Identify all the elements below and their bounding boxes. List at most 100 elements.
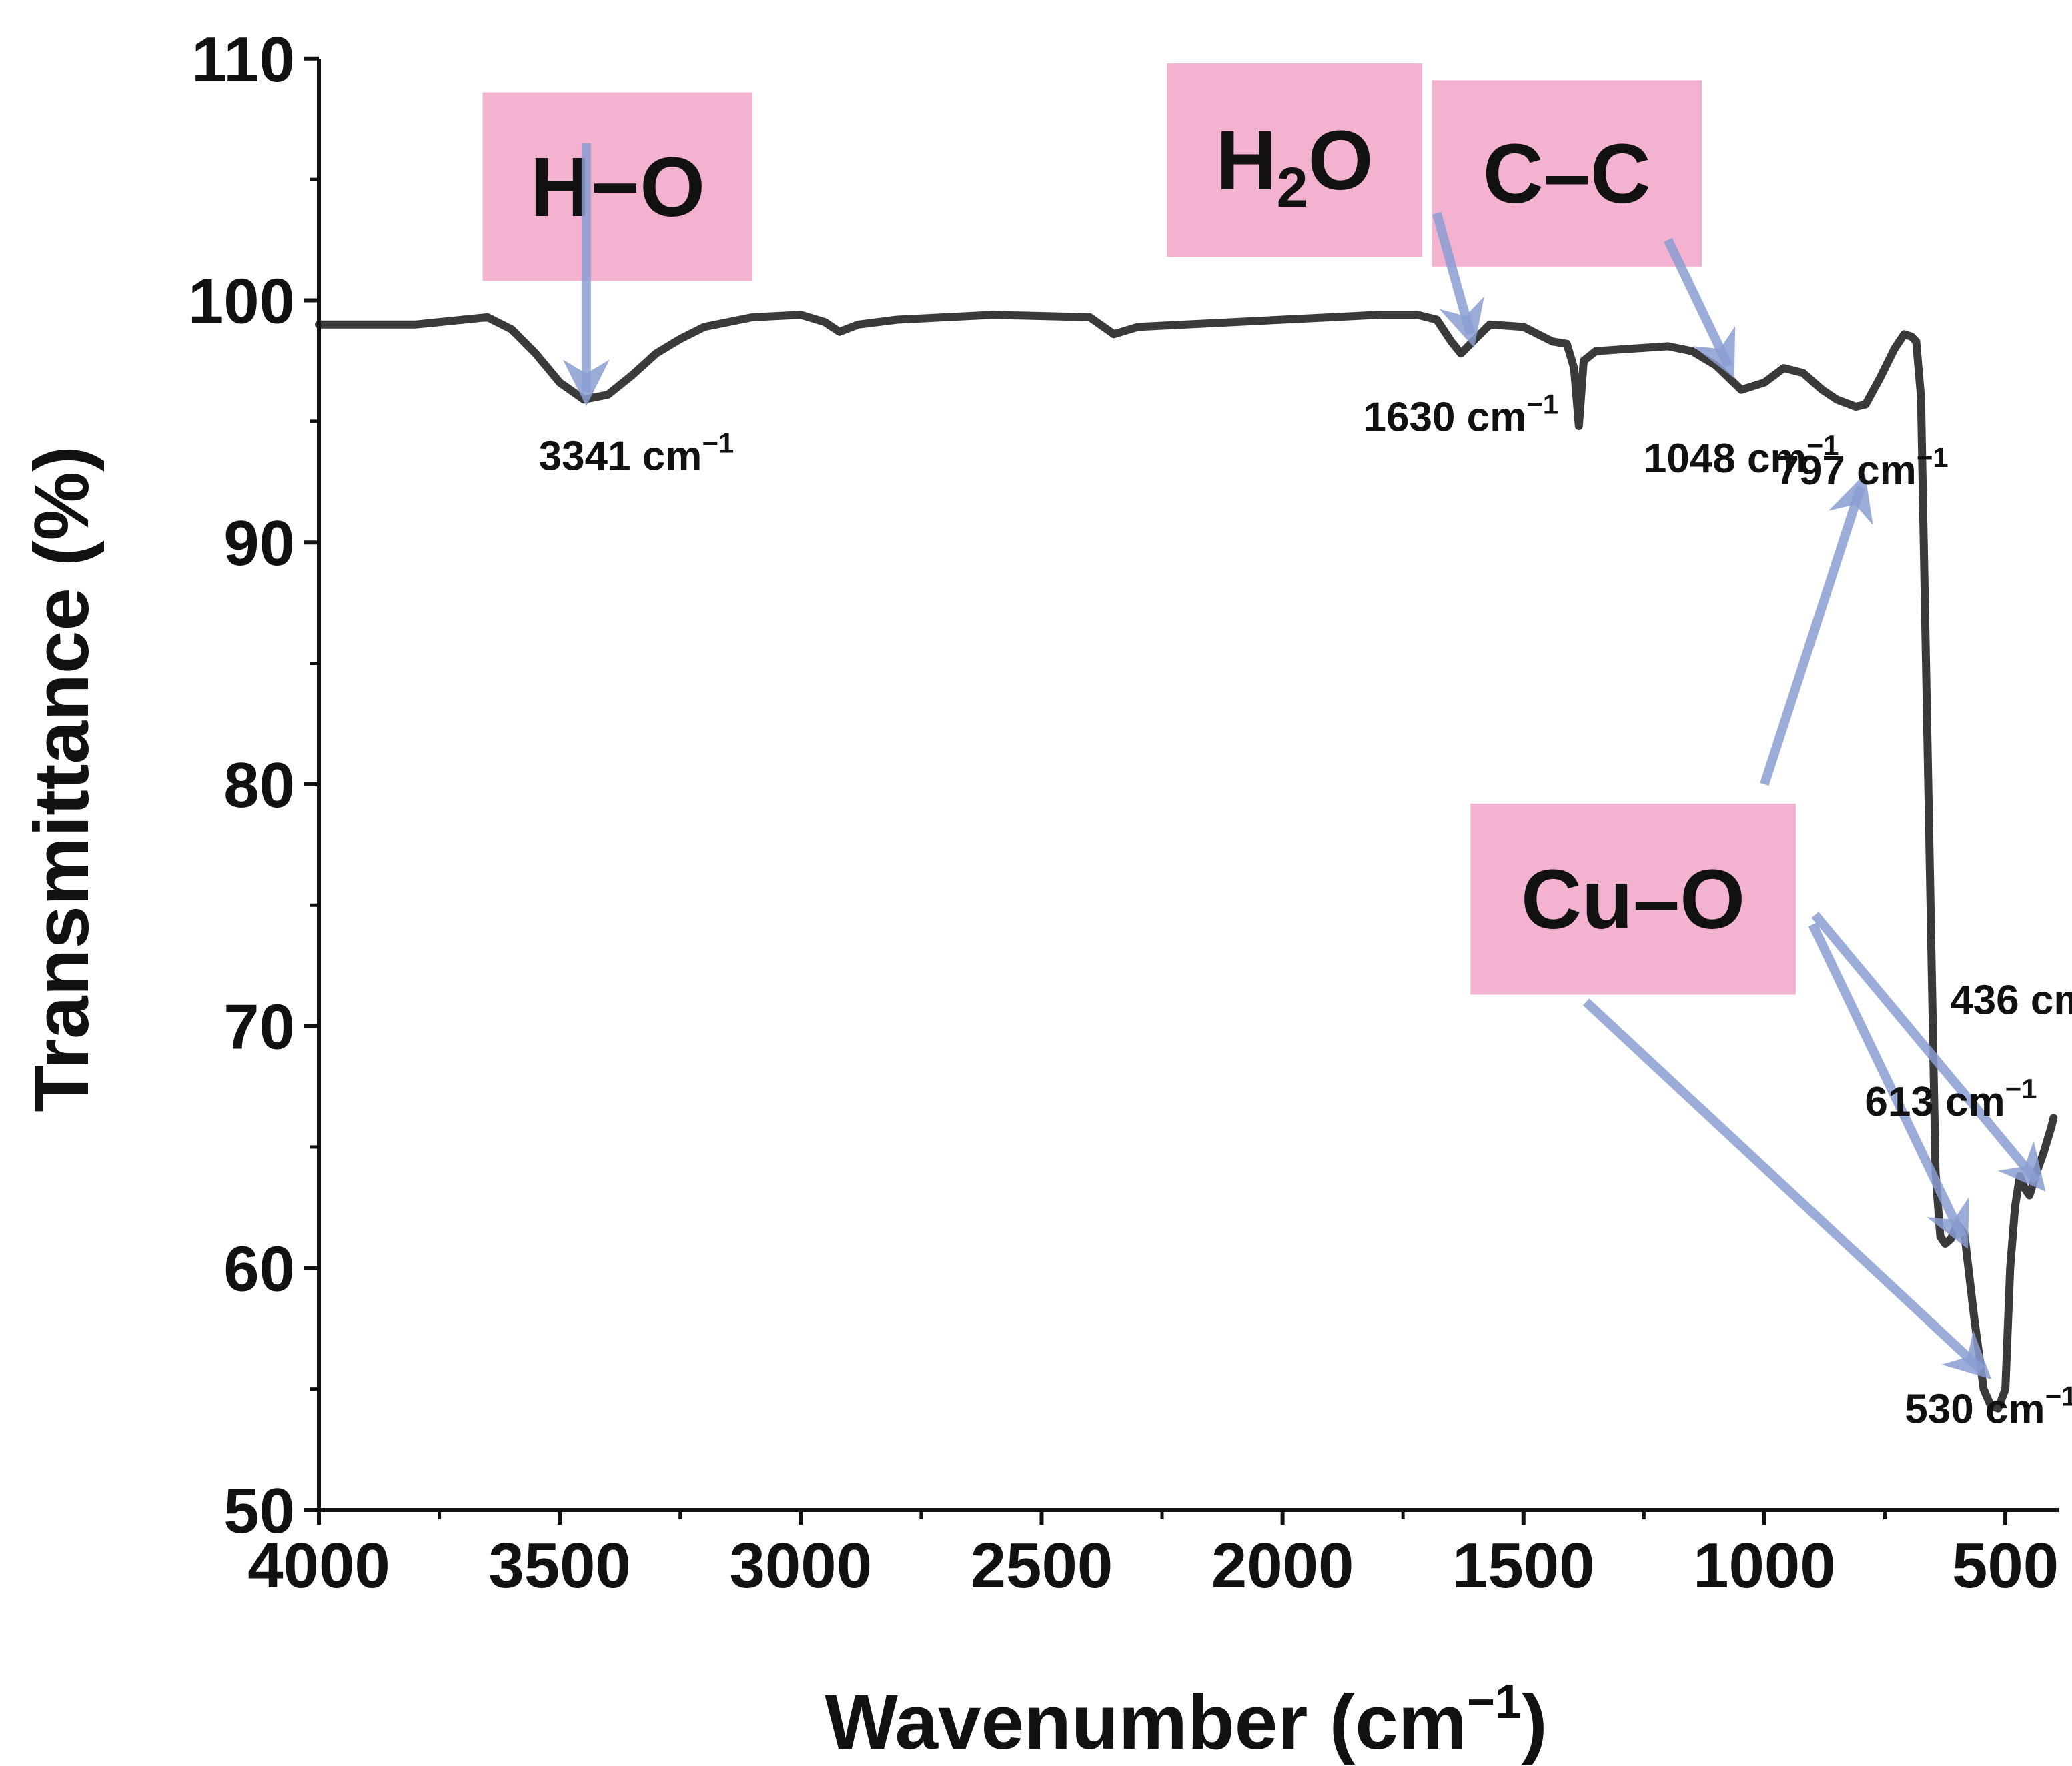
- x-axis-title: Wavenumber (cm−1): [825, 1675, 1547, 1765]
- x-tick-label-4000: 4000: [247, 1530, 390, 1601]
- peak-label-main: 797 cm: [1776, 448, 1916, 494]
- annotation-arrow-2-0: [1664, 237, 1736, 379]
- annotation-box-0: [482, 92, 753, 281]
- data-point: [1416, 313, 1419, 317]
- data-point: [582, 398, 586, 401]
- data-point: [1949, 1237, 1953, 1240]
- annotation-arrow-3-0: [1760, 473, 1873, 786]
- data-point: [630, 373, 634, 377]
- data-point: [678, 337, 682, 341]
- y-tick-label-50: 50: [223, 1475, 295, 1547]
- data-point: [1551, 340, 1554, 343]
- annotation-arrow-3-3: [1582, 998, 1992, 1379]
- data-point: [2009, 1266, 2012, 1270]
- data-point: [2028, 1194, 2031, 1197]
- data-point: [992, 313, 995, 317]
- data-point: [1864, 403, 1867, 406]
- peak-label-main: 1630 cm: [1364, 394, 1527, 440]
- peak-label-0: 3341 cm−1: [539, 427, 734, 479]
- data-point: [2013, 1206, 2017, 1209]
- data-point: [1522, 325, 1525, 329]
- data-point: [895, 318, 899, 321]
- data-point: [1762, 381, 1766, 384]
- data-point: [1782, 367, 1785, 370]
- data-point: [486, 315, 489, 319]
- data-point: [799, 313, 803, 317]
- peak-label-main: 3341 cm: [539, 433, 702, 479]
- data-point: [1577, 425, 1580, 428]
- data-point: [1582, 359, 1585, 363]
- y-tick-label-110: 110: [191, 24, 295, 95]
- x-tick-label-1500: 1500: [1452, 1530, 1595, 1601]
- annotation-box-label-part: H: [1216, 113, 1277, 207]
- annotation-box-2: [1432, 80, 1702, 267]
- data-point: [1997, 1407, 2000, 1410]
- annotation-arrows: [562, 143, 2046, 1379]
- data-point: [2004, 1387, 2007, 1391]
- x-axis-title-main: Wavenumber (cm: [825, 1679, 1467, 1765]
- y-tick-label-90: 90: [223, 508, 295, 579]
- x-tick-label-3000: 3000: [730, 1530, 873, 1601]
- data-point: [1488, 323, 1492, 326]
- peak-label-4: 436 cm−1: [1950, 971, 2072, 1023]
- peak-label-main: 1048 cm: [1644, 435, 1807, 482]
- annotation-box-label-0: H−O: [530, 140, 706, 234]
- axes: 4000 3500 3000 2500 2000 1500 1000 500 50 60 70 80 9…: [188, 24, 2059, 1601]
- peak-label-2: 1048 cm−1: [1644, 429, 1839, 482]
- x-tick-label-3500: 3500: [488, 1530, 631, 1601]
- data-point: [1594, 349, 1598, 353]
- annotation-box-label-2: C–C: [1483, 127, 1651, 221]
- peak-label-1: 1630 cm−1: [1364, 388, 1559, 440]
- y-tick-label-100: 100: [188, 266, 295, 337]
- data-point: [823, 321, 827, 324]
- annotation-box-label-1: H2O: [1216, 113, 1374, 219]
- data-point: [1973, 1314, 1976, 1318]
- data-point: [1435, 318, 1438, 321]
- annotation-box-label-sub: 2: [1277, 156, 1308, 219]
- data-point: [1910, 335, 1913, 338]
- data-point: [2023, 1186, 2026, 1190]
- data-point: [534, 352, 537, 355]
- data-point: [1879, 376, 1882, 379]
- annotation-box-3: [1470, 803, 1796, 995]
- annotation-arrow-3-2: [1808, 922, 1969, 1250]
- data-point: [1893, 347, 1896, 350]
- x-tick-label-2000: 2000: [1211, 1530, 1354, 1601]
- annotation-arrow-1-0: [1432, 212, 1484, 348]
- peak-label-3: 797 cm−1: [1776, 442, 1948, 494]
- peak-label-sup: −1: [2005, 1073, 2037, 1104]
- data-point: [2049, 1126, 2053, 1129]
- series-line-0: [315, 311, 2058, 1413]
- data-point: [1378, 313, 1381, 317]
- peak-label-main: 436 cm: [1950, 977, 2072, 1023]
- data-point: [2052, 1116, 2055, 1120]
- data-point: [1690, 349, 1694, 353]
- data-point: [1474, 337, 1477, 341]
- data-point: [1112, 333, 1115, 336]
- data-point: [1982, 1387, 1985, 1391]
- data-point: [414, 323, 417, 326]
- data-point: [1666, 345, 1670, 348]
- x-axis-title-end: ): [1522, 1679, 1548, 1765]
- data-point: [654, 352, 658, 355]
- y-tick-label-70: 70: [223, 992, 295, 1063]
- peak-label-sup: −1: [1917, 442, 1949, 473]
- peak-label-5: 613 cm−1: [1865, 1073, 2037, 1125]
- data-point: [751, 315, 754, 319]
- peak-label-6: 530 cm−1: [1905, 1380, 2072, 1432]
- annotation-arrow-3-1: [1811, 912, 2046, 1192]
- data-point: [606, 393, 610, 396]
- data-point: [1855, 405, 1858, 409]
- data-point: [1903, 333, 1906, 336]
- data-point: [1919, 395, 1923, 399]
- annotation-box-label-part: O: [1308, 113, 1374, 207]
- data-point: [1572, 367, 1576, 370]
- x-axis-title-sup: −1: [1467, 1675, 1522, 1729]
- data-point: [2042, 1150, 2045, 1154]
- data-point: [1088, 315, 1091, 319]
- data-point: [838, 330, 841, 333]
- data-point: [2018, 1174, 2021, 1178]
- data-point: [1565, 342, 1568, 345]
